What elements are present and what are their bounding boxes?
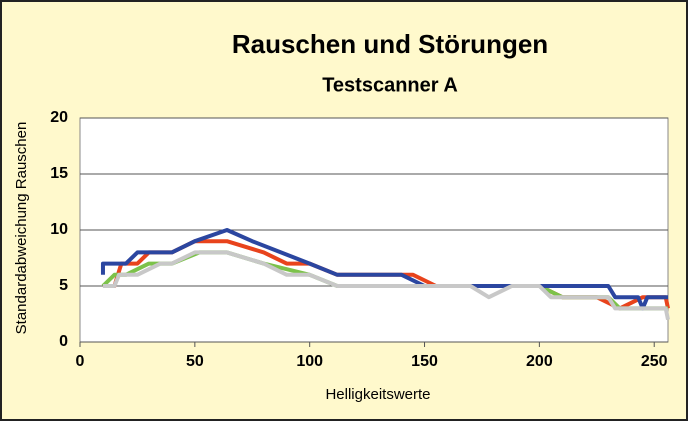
x-axis-label: Helligkeitswerte (325, 386, 430, 403)
x-tick-label: 100 (296, 353, 323, 370)
chart-subtitle: Testscanner A (322, 74, 458, 96)
y-tick-label: 20 (50, 109, 68, 126)
y-tick-label: 5 (59, 277, 68, 294)
x-tick-label: 250 (641, 353, 668, 370)
y-tick-label: 0 (59, 333, 68, 350)
data-line (100, 228, 668, 311)
y-axis-label: Standardabweichung Rauschen (13, 122, 30, 335)
chart-title: Rauschen und Störungen (232, 29, 548, 59)
data-line (102, 250, 670, 321)
x-tick-label: 0 (76, 353, 85, 370)
y-tick-label: 10 (50, 221, 68, 238)
x-tick-label: 50 (186, 353, 204, 370)
y-tick-label: 15 (50, 165, 68, 182)
x-tick-label: 150 (411, 353, 438, 370)
x-tick-label: 200 (526, 353, 553, 370)
